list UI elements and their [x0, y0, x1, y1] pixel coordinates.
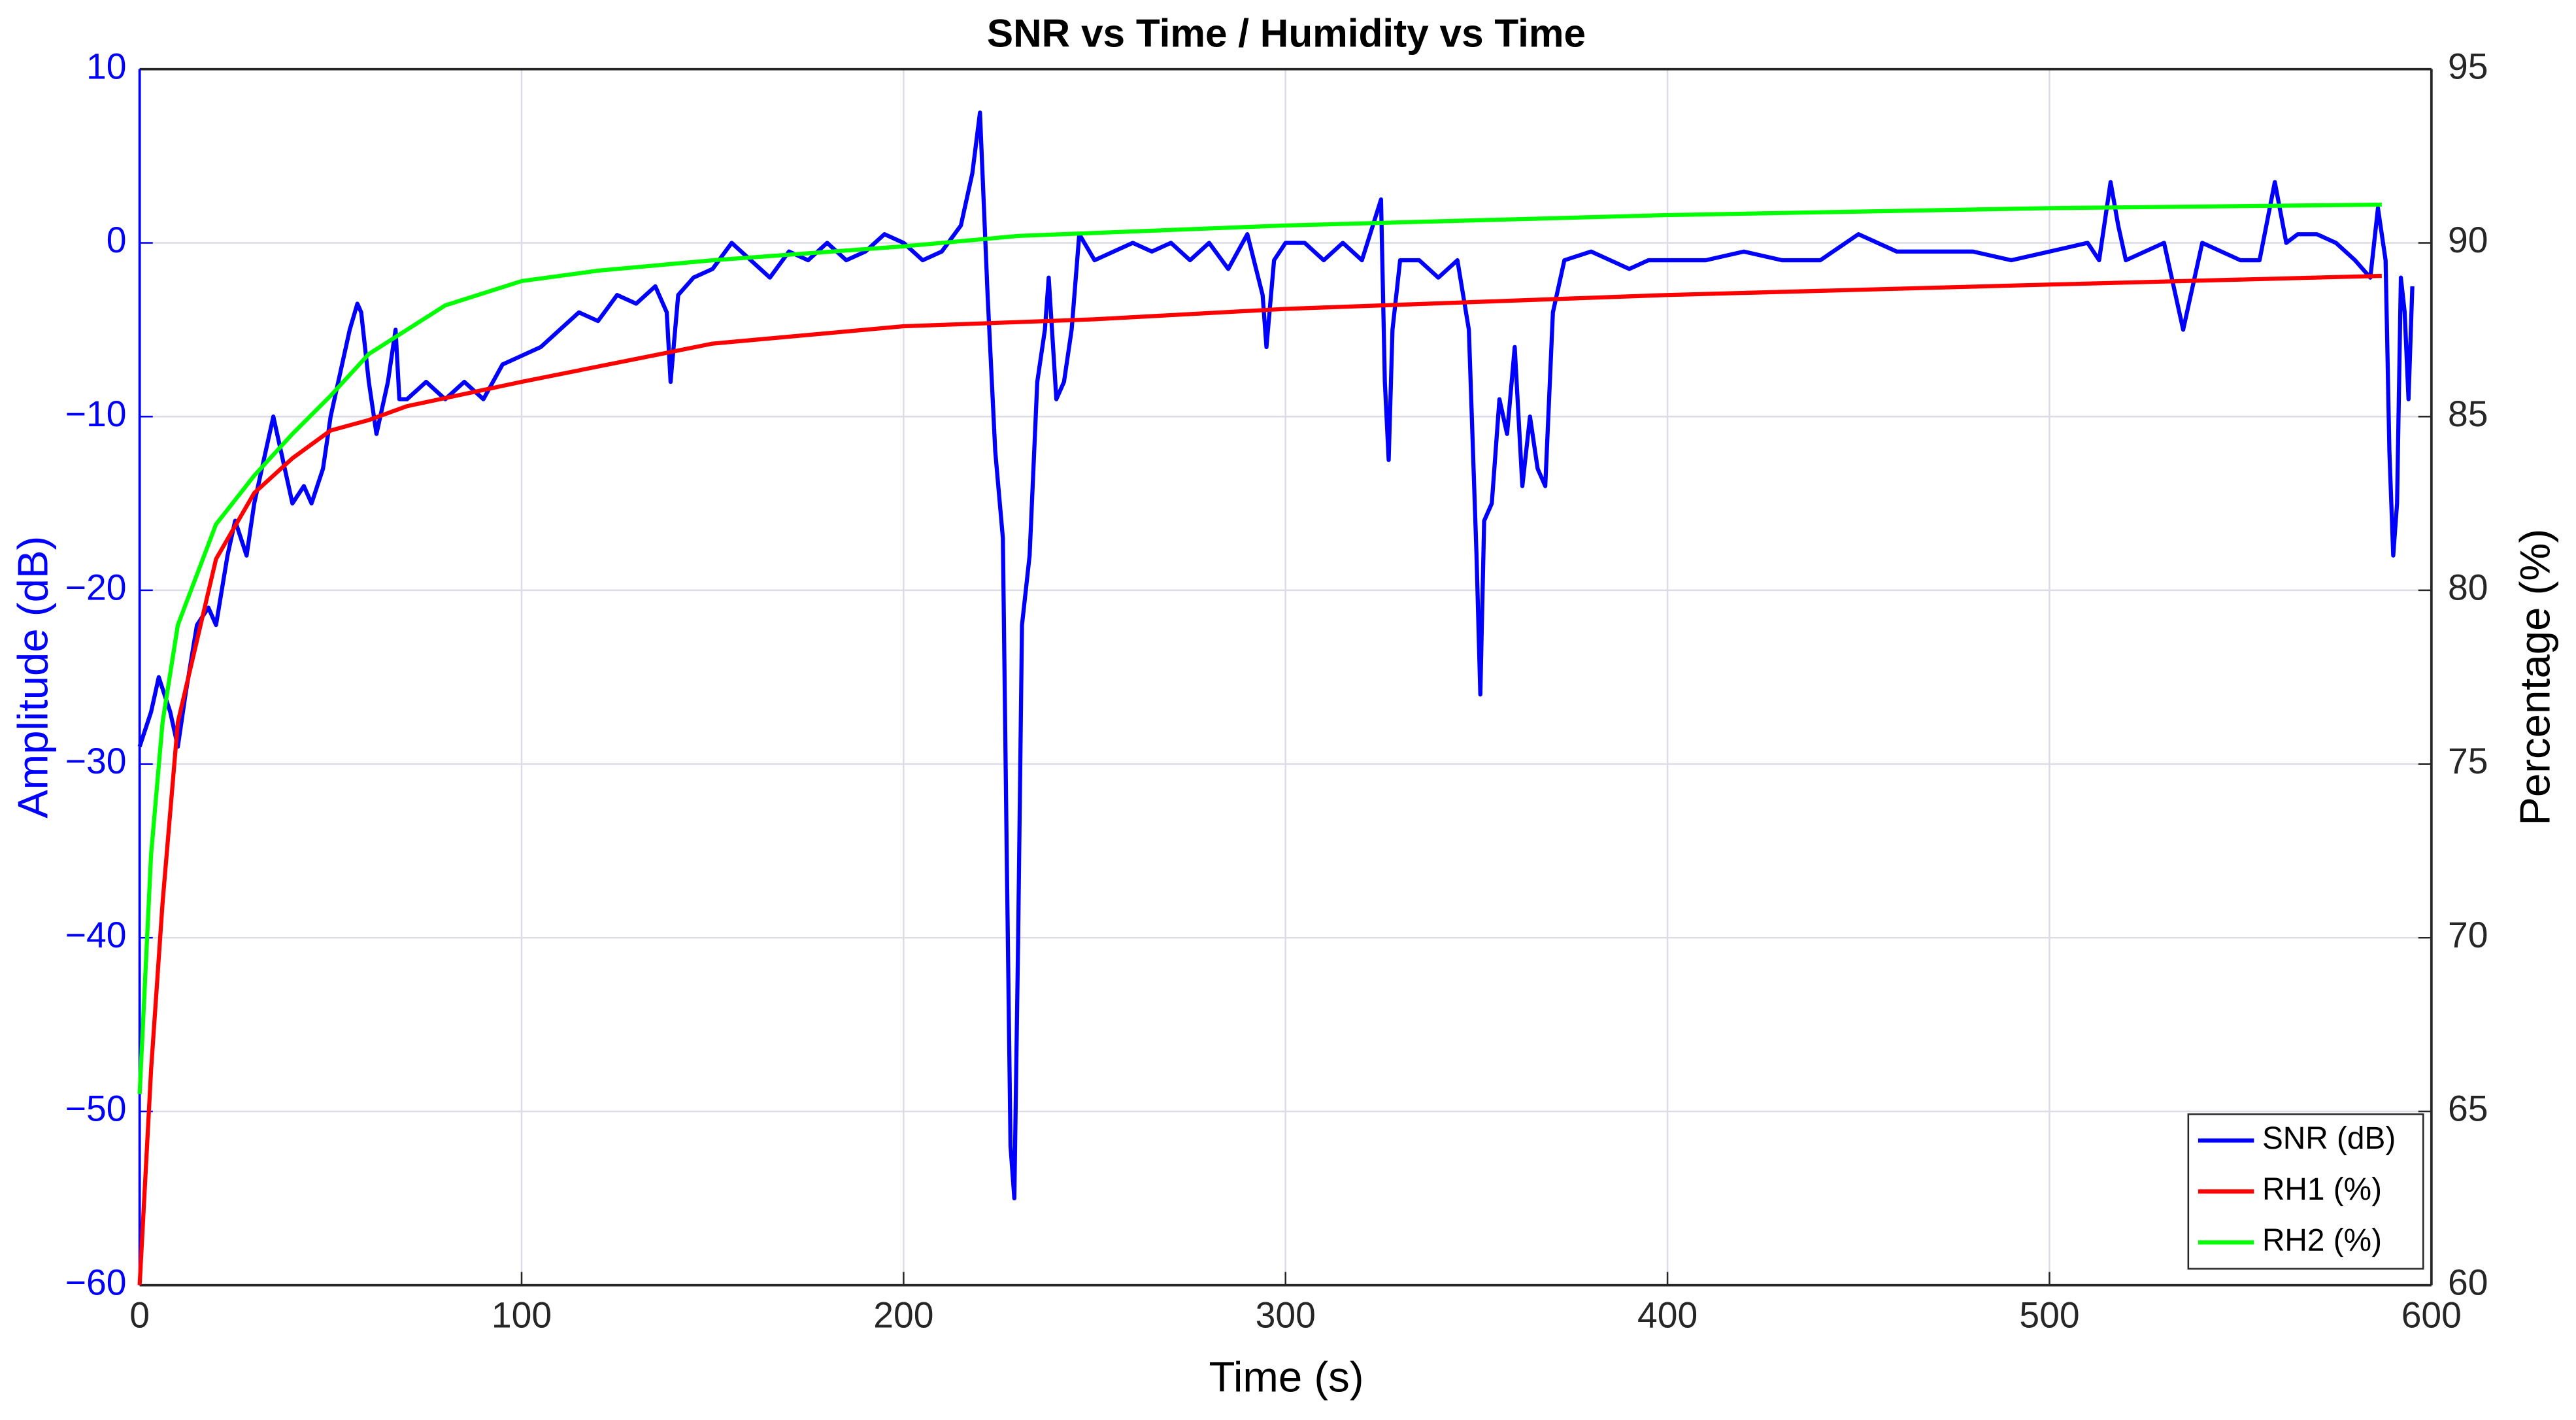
- series-line: [137, 202, 2382, 1094]
- x-tick-label: 600: [2401, 1295, 2462, 1336]
- x-tick-label: 500: [2019, 1295, 2079, 1336]
- y2-tick-label: 80: [2448, 567, 2488, 608]
- legend-label: RH2 (%): [2262, 1223, 2382, 1258]
- y-tick-label: 0: [107, 220, 127, 260]
- y2-tick-label: 60: [2448, 1262, 2488, 1302]
- legend-label: RH1 (%): [2262, 1172, 2382, 1207]
- y-tick-label: −20: [65, 567, 127, 608]
- y2-tick-label: 85: [2448, 394, 2488, 434]
- x-tick-label: 400: [1637, 1295, 1698, 1336]
- y-axis-label: Amplitude (dB): [9, 536, 57, 819]
- y-tick-label: −60: [65, 1262, 127, 1302]
- y2-tick-label: 70: [2448, 915, 2488, 955]
- legend-label: SNR (dB): [2262, 1121, 2396, 1156]
- x-tick-label: 300: [1256, 1295, 1316, 1336]
- x-axis-label: Time (s): [1209, 1353, 1363, 1401]
- x-tick-label: 100: [492, 1295, 552, 1336]
- y2-axis-label: Percentage (%): [2511, 529, 2558, 826]
- y2-tick-label: 90: [2448, 220, 2488, 260]
- x-tick-label: 200: [873, 1295, 933, 1336]
- chart-title: SNR vs Time / Humidity vs Time: [987, 10, 1586, 55]
- series-line: [137, 110, 2415, 1200]
- y2-tick-label: 95: [2448, 46, 2488, 86]
- y-tick-label: −10: [65, 394, 127, 434]
- y-tick-label: −30: [65, 741, 127, 781]
- y-tick-label: −40: [65, 915, 127, 955]
- y2-tick-label: 65: [2448, 1089, 2488, 1129]
- series-line: [137, 273, 2382, 1285]
- y-tick-label: 10: [86, 46, 127, 86]
- y-tick-label: −50: [65, 1089, 127, 1129]
- x-tick-label: 0: [129, 1295, 150, 1336]
- y2-tick-label: 75: [2448, 741, 2488, 781]
